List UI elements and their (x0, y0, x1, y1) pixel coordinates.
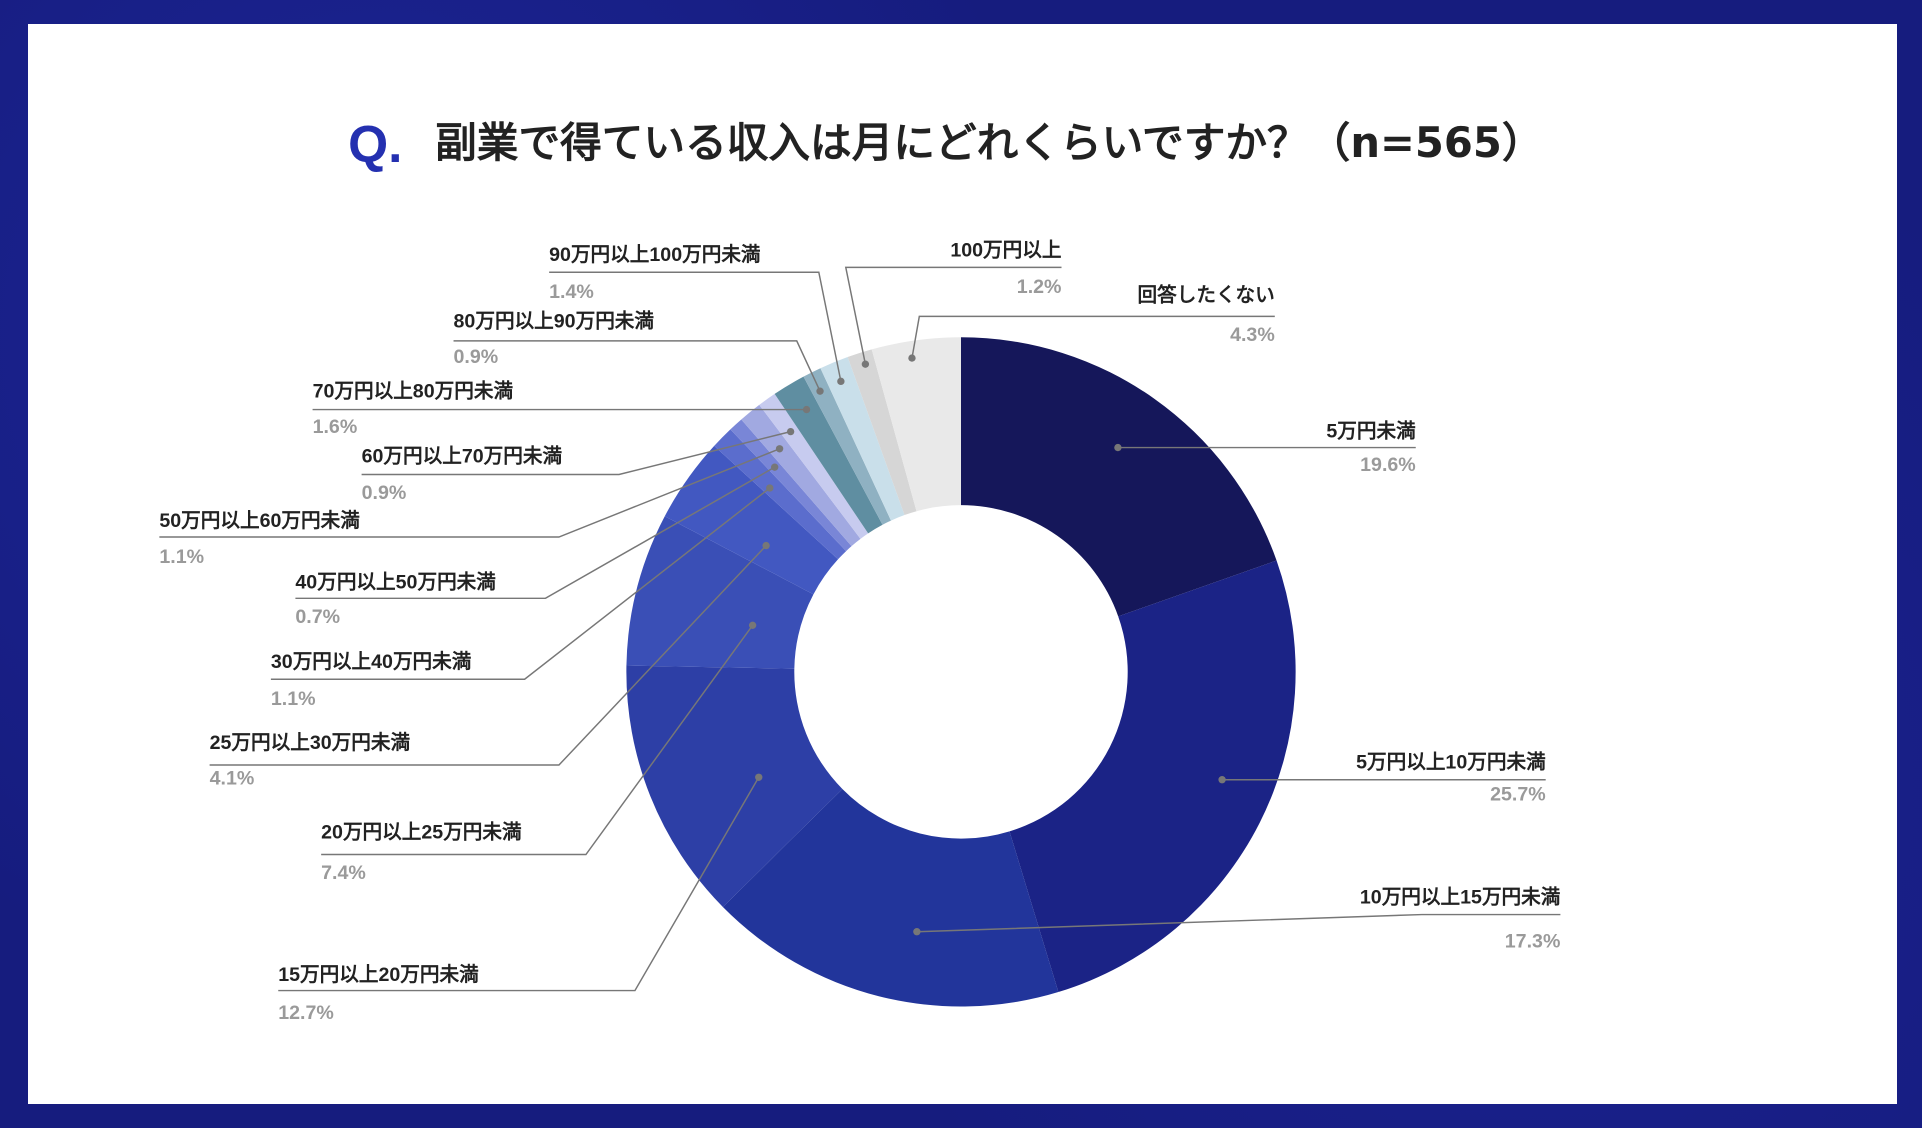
leader-line (209, 545, 767, 766)
donut-slice (722, 789, 1059, 1007)
donut-slice (774, 376, 883, 534)
leader-dot (766, 484, 774, 492)
leader-line (549, 271, 842, 382)
leader-line (270, 487, 771, 680)
leader-line (361, 430, 791, 476)
leader-dot (1114, 443, 1122, 452)
category-label: 回答したくない (1138, 284, 1275, 307)
donut-slice (1009, 560, 1296, 993)
category-label: 5万円未満 (1326, 420, 1416, 443)
leader-dot (837, 377, 845, 386)
leader-dot (913, 928, 921, 936)
leader-line (295, 466, 776, 600)
value-label: 0.7% (295, 606, 340, 628)
category-label: 30万円以上40万円未満 (271, 650, 472, 673)
value-label: 0.9% (362, 482, 407, 504)
value-label: 7.4% (321, 862, 366, 884)
value-label: 1.4% (549, 281, 594, 303)
donut-slice (803, 368, 891, 525)
title-prefix: Q. (348, 115, 402, 173)
category-label: 5万円以上10万円未満 (1356, 751, 1546, 774)
leader-dot (816, 387, 824, 395)
leader-dot (908, 354, 916, 362)
category-label: 15万円以上20万円未満 (278, 963, 479, 986)
donut-slice (847, 349, 917, 516)
value-label: 12.7% (278, 1002, 334, 1024)
value-label: 19.6% (1360, 454, 1416, 476)
category-label: 25万円以上30万円未満 (210, 731, 411, 754)
leader-dot (1218, 776, 1226, 784)
donut-slice (961, 337, 1277, 617)
value-label: 1.1% (271, 688, 316, 710)
category-label: 80万円以上90万円未満 (454, 309, 655, 332)
value-label: 17.3% (1505, 931, 1561, 953)
category-label: 60万円以上70万円未満 (362, 444, 563, 467)
donut-slice (871, 337, 961, 512)
leader-line (278, 776, 760, 992)
value-label: 25.7% (1490, 784, 1546, 806)
leader-dot (771, 463, 779, 471)
donut-slice (741, 404, 861, 547)
category-label: 100万円以上 (950, 239, 1061, 261)
category-label: 10万円以上15万円未満 (1360, 886, 1561, 909)
category-label: 70万円以上80万円未満 (313, 379, 514, 402)
leader-dot (775, 445, 784, 453)
value-label: 1.1% (159, 546, 204, 568)
leader-dot (861, 360, 870, 368)
donut-slice (730, 419, 852, 552)
leader-line (321, 624, 754, 856)
value-label: 0.9% (454, 346, 499, 368)
leader-dot (786, 427, 795, 436)
donut-slice (664, 445, 839, 595)
leader-dot (748, 621, 757, 629)
value-label: 1.2% (1017, 276, 1062, 298)
category-label: 20万円以上25万円未満 (321, 821, 522, 844)
leader-line (159, 448, 780, 538)
donut-slice (626, 516, 814, 669)
value-label: 4.3% (1230, 324, 1275, 346)
leader-line (453, 340, 821, 392)
chart-title: 副業で得ている収入は月にどれくらいですか？（n=565） (435, 118, 1543, 167)
value-label: 1.6% (313, 416, 358, 438)
leader-dot (802, 405, 811, 414)
leader-dot (762, 541, 770, 550)
leader-dot (755, 773, 763, 781)
leader-line (844, 266, 1062, 365)
donut-slice (759, 393, 869, 539)
category-label: 40万円以上50万円未満 (295, 571, 496, 594)
category-label: 90万円以上100万円未満 (549, 243, 761, 266)
leader-line (916, 913, 1561, 933)
category-label: 50万円以上60万円未満 (159, 509, 360, 532)
value-label: 4.1% (210, 768, 255, 790)
donut-slice (820, 357, 905, 521)
leader-line (911, 315, 1275, 359)
donut-slice (626, 665, 843, 907)
